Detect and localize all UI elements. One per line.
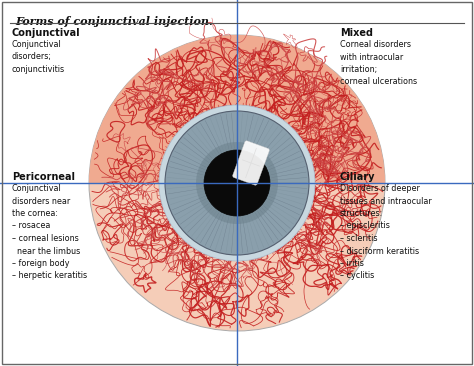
Text: Conjunctival
disorders;
conjunctivitis: Conjunctival disorders; conjunctivitis	[12, 40, 65, 74]
Text: Conjunctival
disorders near
the cornea:
– rosacea
– corneal lesions
  near the l: Conjunctival disorders near the cornea: …	[12, 184, 87, 280]
Circle shape	[89, 35, 385, 331]
Circle shape	[196, 142, 278, 224]
Wedge shape	[89, 35, 385, 183]
Circle shape	[204, 150, 270, 216]
Circle shape	[159, 105, 315, 261]
Text: Mixed: Mixed	[340, 28, 373, 38]
Text: Forms of conjunctival injection.: Forms of conjunctival injection.	[15, 16, 213, 27]
Text: Disorders of deeper
tissues and intraocular
structures:
– episcleritis
– sclerit: Disorders of deeper tissues and intraocu…	[340, 184, 432, 280]
Text: Corneal disorders
with intraocular
irritation;
corneal ulcerations: Corneal disorders with intraocular irrit…	[340, 40, 417, 86]
Text: Pericorneal: Pericorneal	[12, 172, 75, 182]
Text: Ciliary: Ciliary	[340, 172, 375, 182]
Circle shape	[165, 111, 309, 255]
FancyBboxPatch shape	[233, 141, 269, 185]
Text: Conjunctival: Conjunctival	[12, 28, 81, 38]
